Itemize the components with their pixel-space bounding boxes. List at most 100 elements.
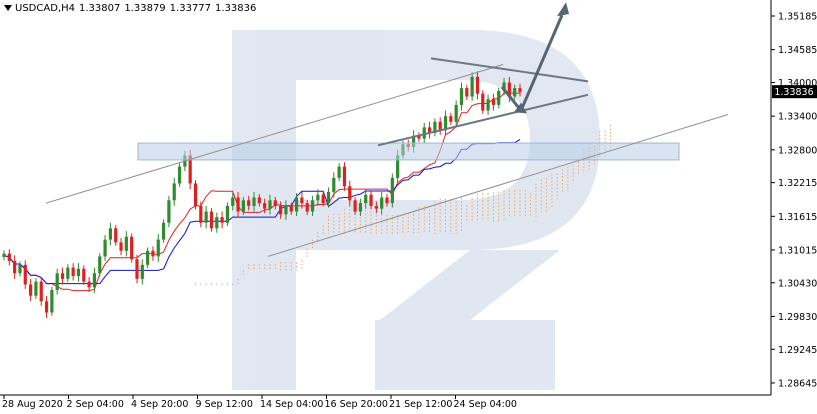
candle-body <box>518 88 522 93</box>
y-tick-label: 1.29245 <box>778 345 817 356</box>
candle-body <box>225 205 230 223</box>
candle-body <box>364 194 368 204</box>
candle-body <box>316 194 320 201</box>
candle-body <box>284 205 288 215</box>
x-tick-label: 14 Sep 04:00 <box>260 399 323 410</box>
candle-body <box>92 273 97 288</box>
candle-body <box>459 88 464 105</box>
breakout-arrow <box>519 14 564 112</box>
candle-body <box>353 200 357 212</box>
candle-body <box>470 76 474 97</box>
candle-body <box>454 104 458 122</box>
candle-body <box>114 228 118 243</box>
candle-body <box>427 127 432 133</box>
candle-body <box>193 183 198 206</box>
candle-body <box>146 250 150 265</box>
candle-body <box>177 166 182 184</box>
candle-body <box>273 200 277 206</box>
low-value: 1.33777 <box>169 3 212 14</box>
candle-body <box>449 116 453 122</box>
y-tick-label: 1.34000 <box>778 78 817 89</box>
candle-body <box>326 191 331 204</box>
x-tick-label: 28 Aug 2020 <box>2 399 63 410</box>
candle-body <box>422 127 426 139</box>
candle-body <box>300 197 304 204</box>
candle-body <box>204 211 208 223</box>
candle-body <box>257 197 261 204</box>
x-tick-label: 9 Sep 12:00 <box>196 399 253 410</box>
candle-body <box>417 135 421 139</box>
candle-body <box>215 217 219 229</box>
y-tick-label: 1.28645 <box>778 378 817 389</box>
candle-body <box>342 166 347 187</box>
high-value: 1.33879 <box>124 3 166 14</box>
y-tick-label: 1.31015 <box>778 245 817 256</box>
candle-body <box>44 301 49 313</box>
candle-body <box>188 155 192 184</box>
candle-body <box>380 197 384 209</box>
candle-body <box>241 200 245 212</box>
candle-body <box>220 217 224 223</box>
triangle-upper-line <box>430 57 589 83</box>
candle-body <box>369 194 373 206</box>
candle-body <box>231 197 235 206</box>
candle-body <box>55 273 59 291</box>
lower-channel-line <box>267 113 729 257</box>
candle-body <box>39 281 43 302</box>
time-axis: 28 Aug 2020 2 Sep 04:00 4 Sep 20:00 9 Sep 1… <box>0 394 771 410</box>
candle-body <box>332 177 336 192</box>
x-tick-label: 4 Sep 20:00 <box>131 399 188 410</box>
candle-body <box>60 273 65 279</box>
candle-body <box>167 200 171 223</box>
candle-body <box>161 222 166 240</box>
x-tick-label: 21 Sep 12:00 <box>389 399 452 410</box>
y-tick-label: 1.33400 <box>778 112 817 123</box>
candle-body <box>124 236 128 251</box>
candle-body <box>294 197 299 212</box>
x-tick-label: 16 Sep 20:00 <box>325 399 388 410</box>
candle-body <box>321 194 325 204</box>
candle-body <box>252 197 256 206</box>
candle-body <box>305 203 309 212</box>
x-tick-label: 24 Sep 04:00 <box>454 399 517 410</box>
y-tick-label: 1.34585 <box>778 45 817 56</box>
candle-body <box>385 197 389 204</box>
candle-body <box>412 135 416 148</box>
candle-body <box>34 281 38 296</box>
candle-body <box>433 121 437 133</box>
candle-body <box>390 177 394 204</box>
candle-body <box>263 203 267 209</box>
current-price-text: 1.33836 <box>774 87 813 98</box>
tenkan-line <box>3 92 520 292</box>
support-resistance-zone <box>137 142 680 161</box>
collapse-triangle-icon[interactable] <box>4 5 12 11</box>
price-axis: 1.35185 1.34585 1.34000 1.33400 1.32800 1.322… <box>770 0 817 395</box>
candle-body <box>481 93 485 111</box>
candle-body <box>66 267 70 279</box>
candle-body <box>443 116 448 131</box>
candle-body <box>98 256 102 274</box>
candle-body <box>135 259 139 279</box>
candle-body <box>140 264 144 279</box>
symbol-label: USDCAD,H4 <box>15 3 75 14</box>
candle-body <box>268 200 272 209</box>
candle-body <box>502 82 506 91</box>
candle-body <box>119 242 123 251</box>
candle-body <box>507 82 511 97</box>
y-tick-label: 1.35185 <box>778 11 817 22</box>
candle-body <box>209 211 214 229</box>
candle-body <box>130 236 134 260</box>
candle-body <box>279 205 283 215</box>
candle-body <box>18 264 22 274</box>
open-value: 1.33807 <box>78 3 121 14</box>
candle-body <box>76 268 81 277</box>
x-tick-label: 2 Sep 04:00 <box>67 399 124 410</box>
candle-body <box>13 260 17 274</box>
candle-body <box>87 281 91 288</box>
candle-body <box>151 250 155 257</box>
analysis-drawings <box>45 2 729 257</box>
candle-body <box>247 200 251 206</box>
candle-body <box>310 200 315 212</box>
candle-body <box>438 121 442 131</box>
